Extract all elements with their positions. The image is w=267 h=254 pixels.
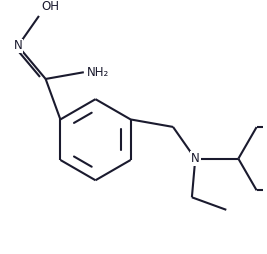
Text: N: N	[191, 152, 200, 165]
Text: OH: OH	[41, 1, 60, 13]
Text: N: N	[14, 39, 22, 53]
Text: NH₂: NH₂	[87, 66, 109, 79]
